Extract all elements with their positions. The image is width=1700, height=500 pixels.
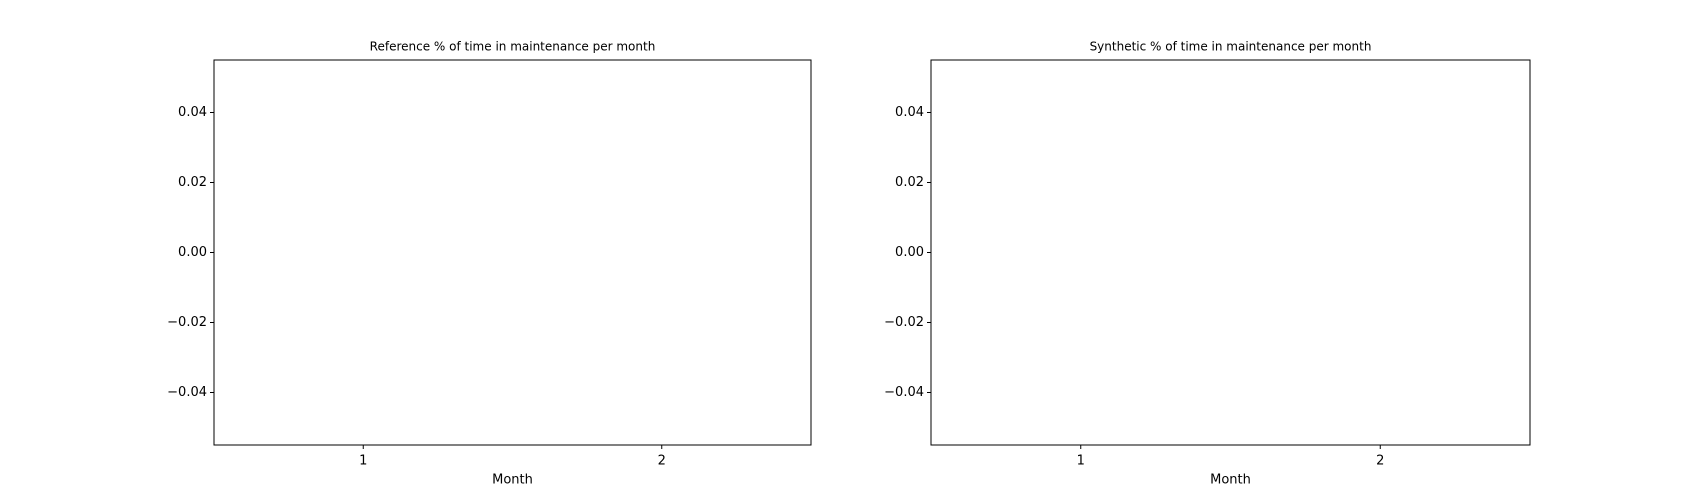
y-tick-label: 0.04 bbox=[178, 105, 207, 120]
x-tick-label: 2 bbox=[658, 454, 666, 469]
y-tick-label: −0.02 bbox=[167, 315, 207, 330]
axes-frame bbox=[930, 59, 1531, 446]
y-tick-label: −0.02 bbox=[884, 315, 924, 330]
x-tick-label: 1 bbox=[359, 454, 367, 469]
x-axis-label: Month bbox=[1210, 473, 1251, 488]
x-tick-label: 2 bbox=[1376, 454, 1384, 469]
y-tick-label: −0.04 bbox=[884, 385, 924, 400]
x-axis-label: Month bbox=[492, 473, 533, 488]
y-tick-label: 0.02 bbox=[895, 175, 924, 190]
chart-title: Synthetic % of time in maintenance per m… bbox=[1090, 40, 1372, 54]
y-tick-label: 0.00 bbox=[178, 245, 207, 260]
y-tick-label: −0.04 bbox=[167, 385, 207, 400]
y-tick-label: 0.00 bbox=[895, 245, 924, 260]
y-tick-label: 0.02 bbox=[178, 175, 207, 190]
x-tick-label: 1 bbox=[1077, 454, 1085, 469]
chart-title: Reference % of time in maintenance per m… bbox=[370, 40, 656, 54]
axes-frame bbox=[213, 59, 812, 446]
y-tick-label: 0.04 bbox=[895, 105, 924, 120]
